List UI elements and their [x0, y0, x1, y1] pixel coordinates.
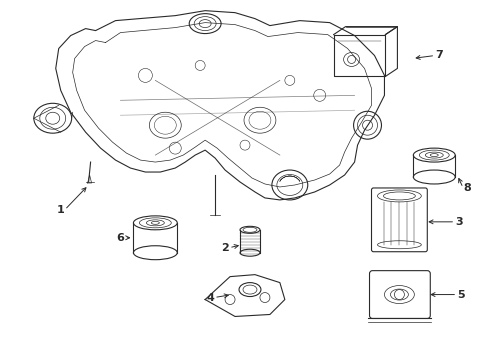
- Text: 6: 6: [117, 233, 124, 243]
- Text: 8: 8: [463, 183, 471, 193]
- Text: 4: 4: [206, 293, 214, 302]
- Text: 3: 3: [455, 217, 463, 227]
- Text: 1: 1: [57, 205, 65, 215]
- Text: 5: 5: [457, 289, 465, 300]
- Text: 7: 7: [436, 50, 443, 60]
- Text: 2: 2: [221, 243, 229, 253]
